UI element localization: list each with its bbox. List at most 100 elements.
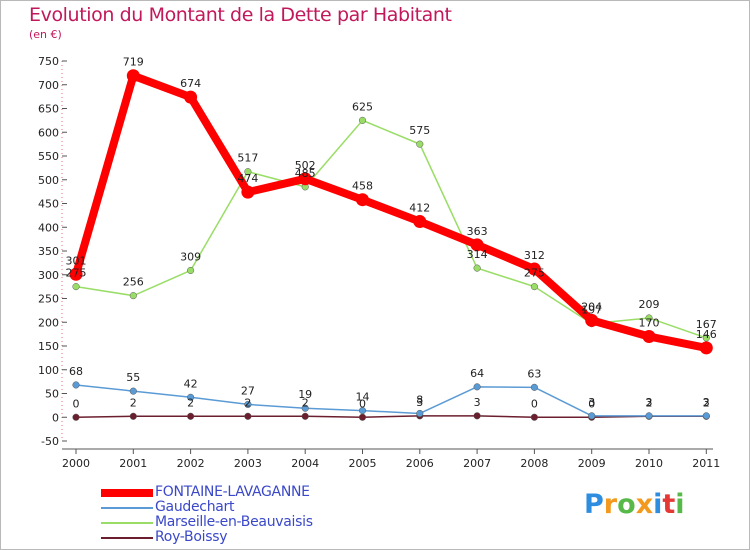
- y-tick-label: 300: [38, 269, 59, 282]
- series-line-gaudechart: [75, 384, 708, 417]
- y-tick-label: 0: [52, 411, 59, 424]
- data-point-fontaine-lavaganne: [69, 267, 83, 281]
- data-point-marseille-en-beauvaisis: [530, 283, 538, 291]
- data-point-marseille-en-beauvaisis: [358, 116, 367, 124]
- x-tick-label: 2001: [119, 457, 147, 470]
- data-label-marseille-en-beauvaisis: 625: [352, 100, 373, 113]
- legend-label: FONTAINE-LAVAGANNE: [155, 484, 310, 500]
- data-point-fontaine-lavaganne: [699, 341, 713, 355]
- data-point-marseille-en-beauvaisis: [244, 168, 252, 176]
- data-label-gaudechart: 3: [703, 396, 710, 409]
- data-point-roy-boissy: [187, 412, 195, 420]
- data-label-roy-boissy: 2: [187, 396, 194, 409]
- logo-letter: i: [653, 489, 663, 520]
- data-label-gaudechart: 63: [527, 367, 541, 380]
- data-point-marseille-en-beauvaisis: [129, 292, 137, 300]
- y-tick-label: 500: [38, 174, 59, 187]
- logo-letter: P: [584, 489, 604, 520]
- data-label-fontaine-lavaganne: 363: [467, 225, 488, 238]
- chart-title: Evolution du Montant de la Dette par Hab…: [29, 4, 452, 26]
- data-label-gaudechart: 55: [126, 371, 140, 384]
- data-point-fontaine-lavaganne: [642, 330, 656, 343]
- data-label-roy-boissy: 0: [531, 397, 538, 410]
- data-label-roy-boissy: 2: [703, 396, 710, 409]
- legend-swatch: [101, 489, 153, 497]
- data-point-fontaine-lavaganne: [585, 313, 599, 327]
- data-label-gaudechart: 19: [298, 388, 312, 401]
- data-label-marseille-en-beauvaisis: 575: [409, 124, 430, 137]
- data-point-gaudechart: [702, 412, 710, 420]
- data-point-gaudechart: [645, 412, 653, 420]
- data-label-gaudechart: 3: [646, 396, 653, 409]
- data-label-roy-boissy: 0: [73, 397, 80, 410]
- data-point-fontaine-lavaganne: [126, 69, 140, 83]
- x-tick-label: 2003: [234, 457, 262, 470]
- data-point-gaudechart: [187, 393, 195, 401]
- data-point-fontaine-lavaganne: [470, 238, 484, 252]
- data-label-fontaine-lavaganne: 474: [237, 172, 258, 185]
- data-point-gaudechart: [301, 404, 309, 412]
- y-tick-label: 50: [45, 388, 59, 401]
- y-tick-label: 250: [38, 293, 59, 306]
- data-point-fontaine-lavaganne: [356, 193, 369, 207]
- legend-swatch: [101, 522, 153, 524]
- data-point-gaudechart: [588, 412, 596, 420]
- data-label-fontaine-lavaganne: 502: [295, 159, 316, 172]
- data-label-gaudechart: 3: [588, 396, 595, 409]
- data-point-fontaine-lavaganne: [527, 262, 541, 276]
- y-tick-label: 450: [38, 198, 59, 211]
- axes: -500501001502002503003504004505005506006…: [38, 55, 720, 470]
- x-tick-label: 2011: [692, 457, 720, 470]
- data-label-roy-boissy: 2: [302, 396, 309, 409]
- data-label-fontaine-lavaganne: 170: [639, 317, 660, 330]
- data-label-marseille-en-beauvaisis: 197: [581, 304, 602, 317]
- data-label-fontaine-lavaganne: 458: [352, 180, 373, 193]
- data-point-roy-boissy: [301, 412, 309, 420]
- data-label-gaudechart: 14: [356, 391, 370, 404]
- y-tick-label: 650: [38, 103, 59, 116]
- logo-letter: t: [662, 489, 676, 520]
- data-point-marseille-en-beauvaisis: [416, 140, 424, 148]
- data-point-marseille-en-beauvaisis: [702, 334, 710, 342]
- data-label-gaudechart: 64: [470, 367, 484, 380]
- legend-swatch: [101, 507, 153, 509]
- logo-letter: x: [635, 489, 654, 520]
- y-tick-label: 750: [38, 55, 59, 68]
- data-label-marseille-en-beauvaisis: 485: [295, 167, 316, 180]
- x-tick-label: 2007: [463, 457, 491, 470]
- data-label-fontaine-lavaganne: 312: [524, 249, 545, 262]
- y-tick-label: -50: [41, 435, 59, 448]
- proxiti-logo: Proxiti: [584, 489, 685, 520]
- data-label-marseille-en-beauvaisis: 517: [237, 152, 258, 165]
- x-tick-label: 2004: [291, 457, 319, 470]
- x-tick-label: 2002: [177, 457, 205, 470]
- x-tick-label: 2010: [635, 457, 663, 470]
- logo-letter: o: [617, 489, 636, 520]
- y-tick-label: 400: [38, 221, 59, 234]
- data-label-gaudechart: 8: [416, 393, 423, 406]
- y-tick-label: 100: [38, 364, 59, 377]
- data-point-marseille-en-beauvaisis: [187, 266, 195, 275]
- data-label-marseille-en-beauvaisis: 309: [180, 250, 201, 263]
- series-layer: [69, 69, 713, 421]
- data-point-roy-boissy: [244, 412, 252, 420]
- data-label-fontaine-lavaganne: 204: [581, 300, 602, 313]
- data-label-marseille-en-beauvaisis: 209: [639, 298, 660, 311]
- x-tick-label: 2009: [578, 457, 606, 470]
- data-label-roy-boissy: 3: [416, 396, 423, 409]
- data-label-roy-boissy: 0: [359, 397, 366, 410]
- x-tick-label: 2008: [520, 457, 548, 470]
- x-tick-label: 2005: [349, 457, 377, 470]
- logo-letter: r: [603, 489, 618, 520]
- series-line-roy-boissy: [75, 415, 708, 418]
- data-point-fontaine-lavaganne: [298, 172, 312, 186]
- y-tick-label: 600: [38, 126, 59, 139]
- data-point-roy-boissy: [530, 413, 538, 421]
- data-point-gaudechart: [530, 383, 538, 391]
- legend-label: Marseille-en-Beauvaisis: [155, 514, 313, 530]
- y-tick-label: 550: [38, 150, 59, 163]
- y-tick-label: 200: [38, 316, 59, 329]
